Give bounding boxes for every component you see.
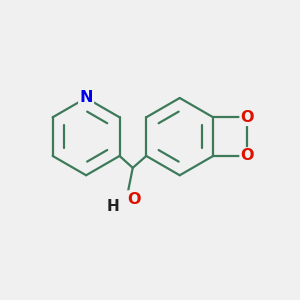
Text: O: O: [241, 110, 254, 125]
Text: N: N: [79, 91, 93, 106]
Text: H: H: [106, 199, 119, 214]
Text: O: O: [241, 148, 254, 164]
Text: O: O: [127, 191, 140, 206]
